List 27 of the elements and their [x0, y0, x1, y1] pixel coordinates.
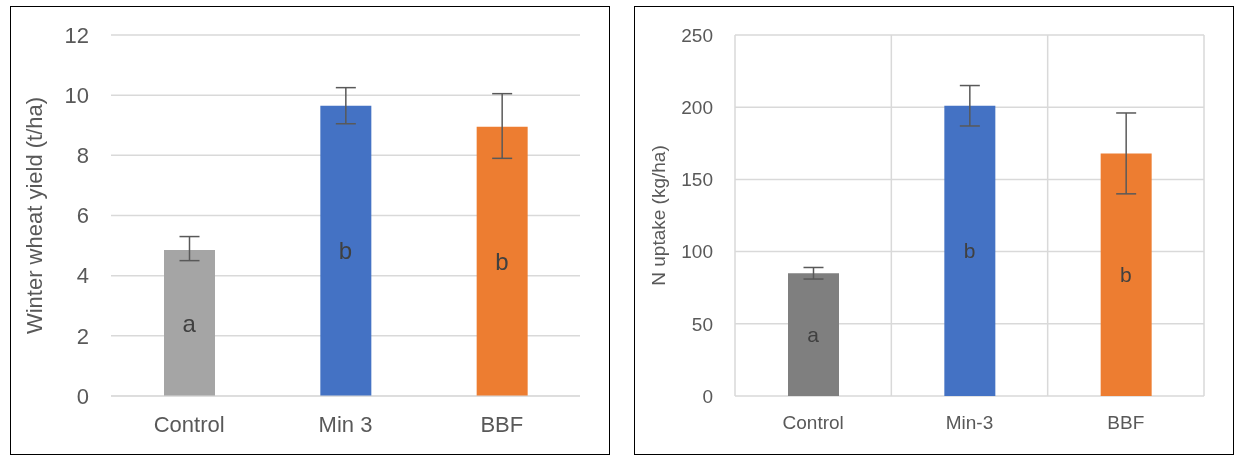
y-axis-title: Winter wheat yield (t/ha) — [21, 96, 47, 335]
y-tick-label: 100 — [681, 241, 713, 263]
x-tick-label: Control — [782, 412, 844, 434]
y-tick-label: 6 — [76, 203, 89, 229]
y-tick-label: 0 — [76, 383, 89, 409]
x-tick-label: BBF — [1107, 412, 1145, 434]
y-tick-label: 8 — [76, 143, 89, 169]
annotation: b — [338, 237, 353, 265]
y-axis-title: N uptake (kg/ha) — [647, 145, 669, 286]
annotation: b — [495, 247, 509, 275]
y-tick-label: 12 — [64, 22, 89, 48]
x-tick-label: BBF — [480, 411, 524, 437]
y-tick-label: 0 — [702, 385, 713, 407]
y-tick-label: 2 — [76, 323, 89, 349]
annotation: a — [807, 323, 820, 347]
y-tick-label: 250 — [681, 24, 713, 46]
y-tick-label: 10 — [64, 82, 89, 108]
y-tick-label: 50 — [691, 313, 713, 335]
x-tick-label: Control — [153, 411, 225, 437]
y-tick-label: 150 — [681, 169, 713, 191]
x-tick-label: Min-3 — [945, 412, 994, 434]
y-tick-label: 200 — [681, 96, 713, 118]
annotation: b — [1119, 263, 1132, 287]
annotation: a — [182, 309, 197, 337]
y-tick-label: 4 — [76, 263, 89, 289]
x-tick-label: Min 3 — [318, 411, 373, 437]
annotation: b — [963, 239, 976, 263]
